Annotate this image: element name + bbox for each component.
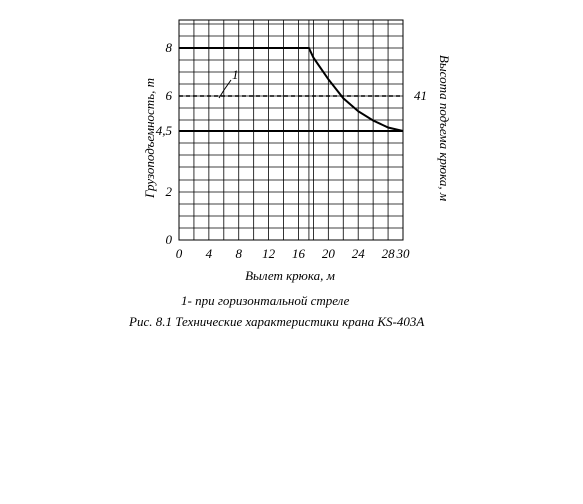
- y-tick-label: 2: [166, 184, 173, 199]
- right-axis-value: 41: [414, 88, 427, 103]
- figure-caption: Рис. 8.1 Технические характеристики кран…: [129, 314, 425, 329]
- x-tick-label: 30: [396, 246, 411, 261]
- x-tick-label: 20: [322, 246, 336, 261]
- y-tick-label: 6: [166, 88, 173, 103]
- right-axis-title: Высота подъема крюка, м: [437, 55, 452, 201]
- x-tick-label: 12: [262, 246, 276, 261]
- y-tick-label: 0: [166, 232, 173, 247]
- series-line-0: [179, 47, 404, 132]
- chart-series: [179, 47, 404, 132]
- series-1-leader-line: [218, 79, 232, 99]
- legend-note: 1- при горизонтальной стреле: [181, 293, 350, 308]
- series-label-1: 1: [232, 67, 239, 82]
- x-tick-label: 28: [382, 246, 396, 261]
- x-tick-label: 0: [176, 246, 183, 261]
- x-tick-label: 24: [352, 246, 366, 261]
- x-tick-label: 8: [235, 246, 242, 261]
- y-axis-title: Грузоподъемность, т: [142, 78, 157, 199]
- chart-tick-labels: 0 4 8 12 16 20 24 28 30 0 2 4,5 6 8: [156, 40, 410, 261]
- y-tick-label: 4,5: [156, 123, 173, 138]
- x-tick-label: 4: [206, 246, 213, 261]
- x-tick-label: 16: [292, 246, 306, 261]
- y-tick-label: 8: [166, 40, 173, 55]
- x-axis-title: Вылет крюка, м: [245, 268, 335, 283]
